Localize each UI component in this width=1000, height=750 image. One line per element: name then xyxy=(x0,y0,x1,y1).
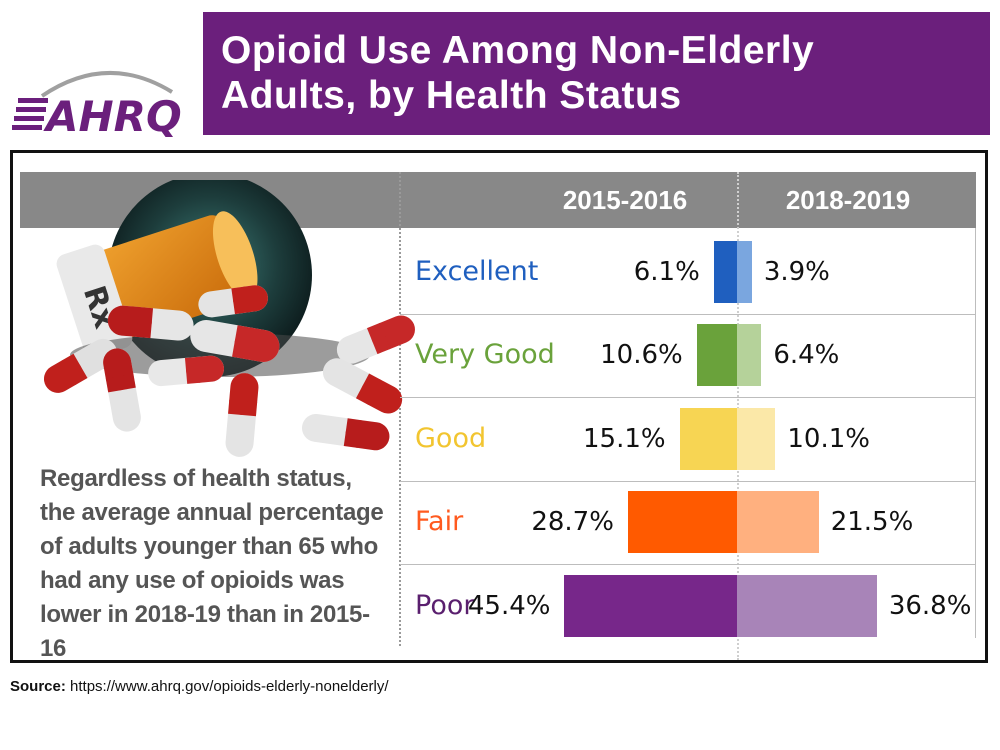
source-label: Source: xyxy=(10,678,66,695)
row-divider xyxy=(400,313,976,315)
value-label-2018-2019: 21.5% xyxy=(830,507,914,538)
pill-bottle-illustration: Rx xyxy=(43,180,415,457)
value-label-2015-2016: 45.4% xyxy=(467,590,551,621)
table-shadow xyxy=(70,333,370,377)
row-divider xyxy=(400,480,976,482)
bar-2018-2019 xyxy=(737,324,762,387)
bar-2015-2016 xyxy=(679,407,737,470)
title-banner: Opioid Use Among Non-Elderly Adults, by … xyxy=(203,12,990,135)
ahrq-logo: AHRQ xyxy=(12,70,182,141)
value-label-2015-2016: 15.1% xyxy=(583,423,666,454)
note-line: had any use of opioids was xyxy=(40,567,345,594)
value-label-2015-2016: 10.6% xyxy=(600,340,683,371)
bar-2018-2019 xyxy=(737,240,752,303)
left-divider xyxy=(399,172,401,646)
logo-stripes xyxy=(12,98,48,130)
capsules xyxy=(43,285,415,457)
bar-2015-2016 xyxy=(564,574,737,637)
bar-2015-2016 xyxy=(696,324,737,387)
category-label: Very Good xyxy=(415,339,555,371)
value-label-2018-2019: 3.9% xyxy=(763,256,830,287)
bar-2018-2019 xyxy=(737,574,877,637)
row-divider xyxy=(400,564,976,565)
bar-2018-2019 xyxy=(737,491,819,554)
value-label-2018-2019: 6.4% xyxy=(773,340,840,371)
value-label-2015-2016: 28.7% xyxy=(531,507,614,538)
note-line: Regardless of health status, xyxy=(40,465,352,492)
title-line-2: Adults, by Health Status xyxy=(221,74,682,117)
category-label: Poor xyxy=(415,589,475,621)
header-2018-2019: 2018-2019 xyxy=(785,185,911,215)
page-title: Opioid Use Among Non-Elderly Adults, by … xyxy=(221,28,981,118)
source-line: Source: https://www.ahrq.gov/opioids-eld… xyxy=(10,678,389,695)
row-divider xyxy=(400,397,976,398)
category-label: Excellent xyxy=(415,255,539,287)
category-label: Good xyxy=(415,422,487,454)
right-border xyxy=(975,228,976,638)
note-line: of adults younger than 65 who xyxy=(40,533,378,560)
bar-2015-2016 xyxy=(627,491,737,554)
bar-2018-2019 xyxy=(737,407,776,470)
header-2015-2016: 2015-2016 xyxy=(562,185,688,215)
title-line-1: Opioid Use Among Non-Elderly xyxy=(221,29,815,72)
value-label-2015-2016: 6.1% xyxy=(633,256,700,287)
summary-note: Regardless of health status, the average… xyxy=(40,462,390,666)
logo-arc xyxy=(40,70,174,98)
category-label: Fair xyxy=(415,506,464,538)
value-label-2018-2019: 36.8% xyxy=(888,590,972,621)
note-line: the average annual percentage xyxy=(40,499,384,526)
note-line: lower in 2018-19 than in 2015-16 xyxy=(40,601,370,662)
value-label-2018-2019: 10.1% xyxy=(787,423,870,454)
infographic-frame xyxy=(10,150,988,663)
source-url: https://www.ahrq.gov/opioids-elderly-non… xyxy=(70,678,389,695)
bar-2015-2016 xyxy=(713,240,737,303)
logo-text: AHRQ xyxy=(43,92,182,141)
